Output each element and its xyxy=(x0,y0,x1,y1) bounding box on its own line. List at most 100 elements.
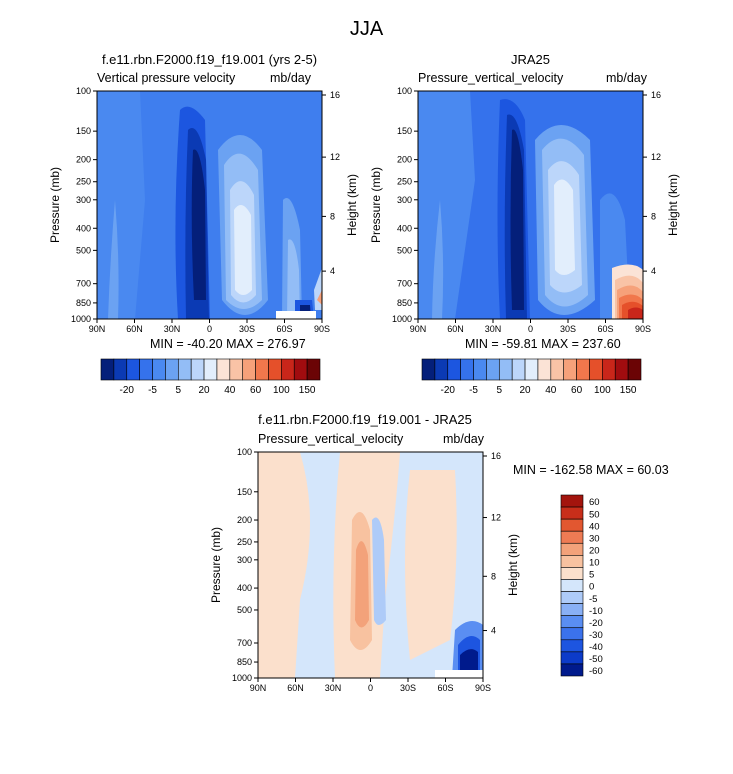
legend-label: 5 xyxy=(497,385,503,396)
legend-swatch xyxy=(537,358,552,381)
panel2-variable-label: Pressure_vertical_velocity xyxy=(418,71,564,85)
x-tick-label: 30N xyxy=(485,324,502,334)
panel3-field xyxy=(258,452,483,678)
legend-swatch xyxy=(177,358,192,381)
panel3-title: f.e11.rbn.F2000.f19_f19.001 - JRA25 xyxy=(258,412,472,427)
legend-swatch xyxy=(560,615,584,629)
legend-swatch xyxy=(203,358,218,381)
height-tick-label: 4 xyxy=(330,266,335,276)
y-tick-label: 200 xyxy=(397,155,412,165)
height-tick-label: 16 xyxy=(330,90,340,100)
legend-swatch xyxy=(447,358,461,381)
legend-swatch xyxy=(560,651,584,665)
x-tick-label: 30S xyxy=(400,683,416,693)
x-tick-label: 30S xyxy=(560,324,576,334)
legend-swatch xyxy=(486,358,500,381)
y-tick-label: 400 xyxy=(76,223,91,233)
height-tick-label: 12 xyxy=(491,513,501,523)
y-axis-label: Pressure (mb) xyxy=(369,167,383,243)
y-tick-label: 150 xyxy=(76,126,91,136)
y-tick-label: 100 xyxy=(237,447,252,457)
legend-swatch xyxy=(434,358,449,381)
y-tick-label: 200 xyxy=(76,155,91,165)
y-tick-label: 850 xyxy=(237,657,252,667)
panel3-variable-label: Pressure_vertical_velocity xyxy=(258,432,404,446)
y-tick-label: 1000 xyxy=(392,314,412,324)
legend-label: 20 xyxy=(519,385,531,396)
legend-swatch xyxy=(293,358,308,381)
legend-swatch xyxy=(560,579,584,592)
panel1-stats: MIN = -40.20 MAX = 276.97 xyxy=(150,337,306,351)
legend-swatch xyxy=(576,358,590,381)
legend-swatch xyxy=(473,358,487,381)
legend-label: 60 xyxy=(250,385,262,396)
panel1-title: f.e11.rbn.F2000.f19_f19.001 (yrs 2-5) xyxy=(101,52,318,67)
y-tick-label: 100 xyxy=(76,86,91,96)
y-tick-label: 300 xyxy=(397,195,412,205)
y-tick-label: 1000 xyxy=(71,314,91,324)
x-tick-label: 60S xyxy=(437,683,453,693)
panel3-stats: MIN = -162.58 MAX = 60.03 xyxy=(513,463,669,477)
y-tick-label: 300 xyxy=(76,195,91,205)
y-tick-label: 300 xyxy=(237,555,252,565)
y-tick-label: 100 xyxy=(397,86,412,96)
x-tick-label: 60S xyxy=(276,324,292,334)
legend-swatch xyxy=(589,358,603,381)
legend-label: -20 xyxy=(120,385,135,396)
y-tick-label: 700 xyxy=(76,279,91,289)
x-tick-label: 90N xyxy=(250,683,267,693)
x-tick-label: 90N xyxy=(89,324,106,334)
x-tick-label: 90S xyxy=(475,683,491,693)
y-tick-label: 500 xyxy=(397,245,412,255)
y-tick-label: 150 xyxy=(397,126,412,136)
panel2-stats: MIN = -59.81 MAX = 237.60 xyxy=(465,337,621,351)
legend-swatch xyxy=(255,358,269,381)
legend-swatch xyxy=(560,542,584,556)
y-tick-label: 850 xyxy=(76,298,91,308)
page-title: JJA xyxy=(349,18,384,40)
y-tick-label: 250 xyxy=(237,537,252,547)
legend-swatch xyxy=(560,663,584,677)
legend-swatch xyxy=(550,358,565,381)
height-tick-label: 16 xyxy=(651,90,661,100)
legend-label: 5 xyxy=(589,570,594,581)
legend-label: 60 xyxy=(571,385,583,396)
x-tick-label: 0 xyxy=(207,324,212,334)
x-tick-label: 30S xyxy=(239,324,255,334)
legend-label: 100 xyxy=(273,385,290,396)
height-tick-label: 8 xyxy=(651,211,656,221)
y-axis-label: Pressure (mb) xyxy=(48,167,62,243)
panel3-units: mb/day xyxy=(443,432,484,446)
legend-swatch xyxy=(560,518,584,532)
legend-label: 100 xyxy=(594,385,611,396)
legend-swatch xyxy=(560,506,584,520)
legend-swatch xyxy=(165,358,179,381)
x-tick-label: 60S xyxy=(597,324,613,334)
height-tick-label: 8 xyxy=(491,571,496,581)
panel1-variable-label: Vertical pressure velocity xyxy=(97,71,236,85)
height-tick-label: 8 xyxy=(330,211,335,221)
y-tick-label: 250 xyxy=(397,177,412,187)
y-axis-label: Pressure (mb) xyxy=(209,527,223,603)
legend-label: 10 xyxy=(589,558,600,569)
legend-swatch xyxy=(560,555,584,568)
panel1-field xyxy=(97,91,322,319)
legend-label: 5 xyxy=(176,385,182,396)
height-axis-label: Height (km) xyxy=(345,174,359,236)
legend-swatch xyxy=(560,530,584,544)
legend-label: -30 xyxy=(589,630,603,641)
panel2-title: JRA25 xyxy=(510,52,551,67)
x-tick-label: 0 xyxy=(368,683,373,693)
legend-swatch xyxy=(563,358,577,381)
legend-label: 20 xyxy=(198,385,210,396)
y-tick-label: 500 xyxy=(76,245,91,255)
legend-label: -5 xyxy=(148,385,157,396)
legend-swatch xyxy=(498,358,513,381)
x-tick-label: 90S xyxy=(635,324,651,334)
panel2-units: mb/day xyxy=(606,71,647,85)
legend-swatch xyxy=(268,358,282,381)
legend-label: 30 xyxy=(589,533,600,544)
legend-label: 40 xyxy=(545,385,557,396)
x-tick-label: 0 xyxy=(528,324,533,334)
y-tick-label: 500 xyxy=(237,605,252,615)
